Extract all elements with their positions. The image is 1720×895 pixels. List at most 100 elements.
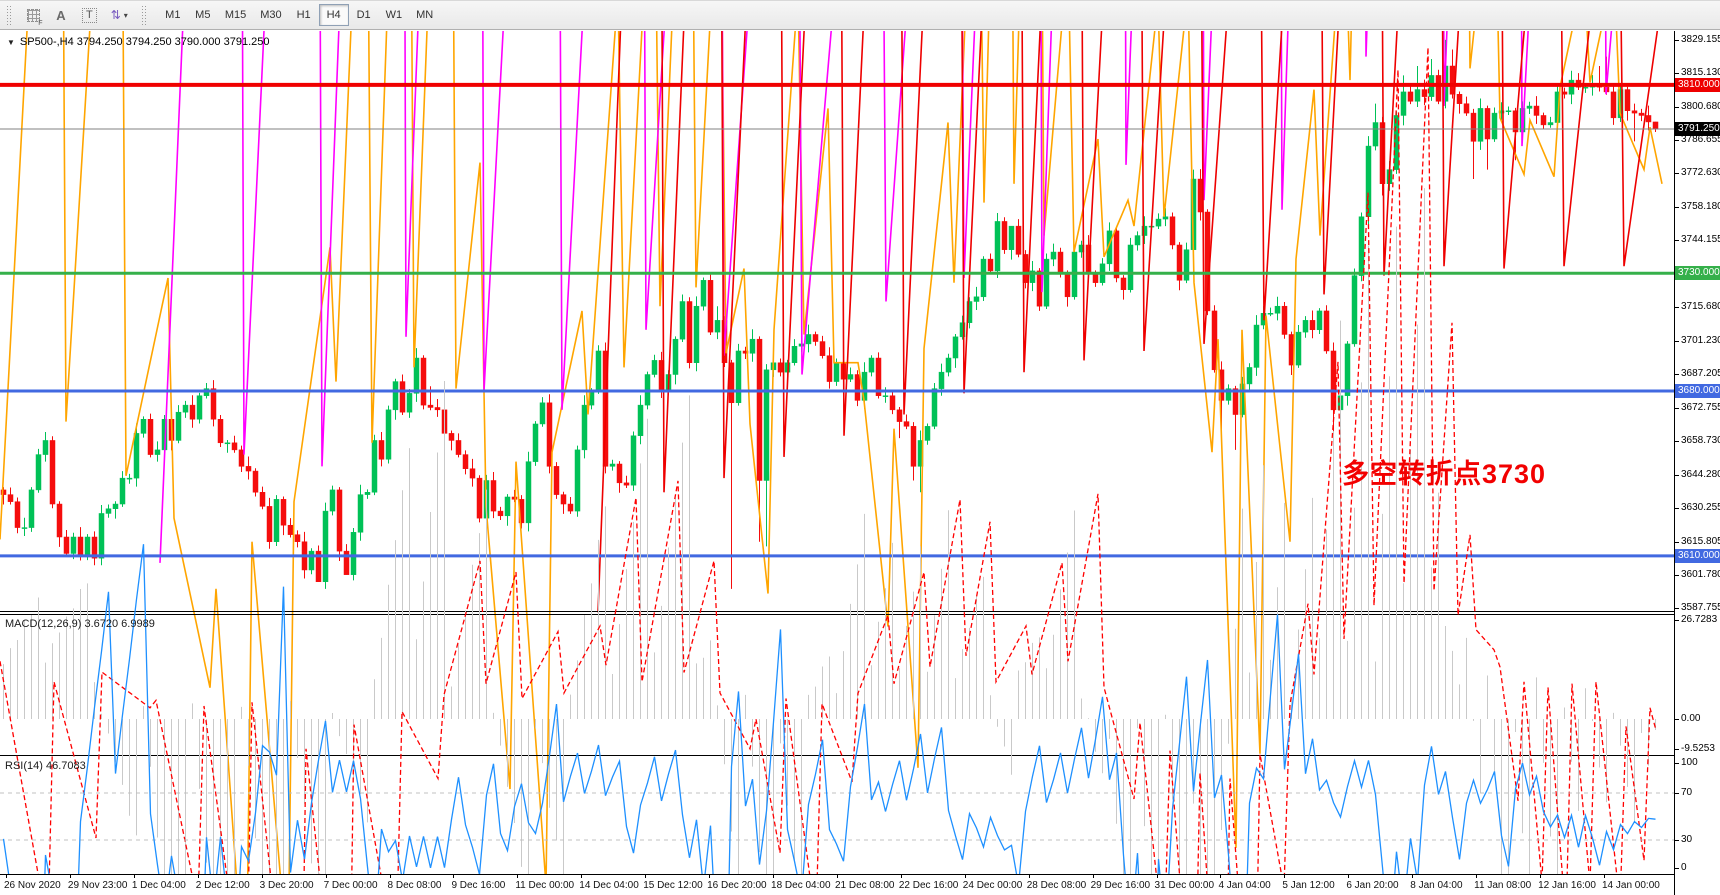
- chart-symbol-title: ▼ SP500-,H4 3794.250 3794.250 3790.000 3…: [7, 36, 269, 48]
- time-label: 22 Dec 16:00: [898, 880, 959, 891]
- macd-tick: -9.5253: [1675, 743, 1720, 755]
- time-label: 18 Dec 04:00: [771, 880, 831, 891]
- time-tick: [1284, 875, 1286, 878]
- price-tick: 3658.730: [1675, 435, 1720, 447]
- price-tick: 3701.230: [1675, 335, 1720, 347]
- price-tick: 3758.180: [1675, 201, 1720, 213]
- price-tick: 3786.655: [1675, 134, 1720, 146]
- price-axis[interactable]: 3829.155 3815.130 3800.680 3786.655 3772.630…: [1674, 31, 1720, 895]
- price-tick: 3587.755: [1675, 602, 1720, 614]
- time-label: 31 Dec 00:00: [1154, 880, 1215, 891]
- arrow-tools-icon: ⇅: [110, 8, 121, 22]
- price-tick: 3615.805: [1675, 536, 1720, 548]
- indicator-grid-button[interactable]: [20, 4, 46, 27]
- collapse-triangle-icon[interactable]: ▼: [7, 37, 15, 47]
- time-tick: [1156, 875, 1158, 878]
- arrow-tools-button[interactable]: ⇅ ▾: [105, 4, 134, 26]
- label-tool-icon: A: [56, 7, 66, 23]
- toolbar-drag-handle[interactable]: [140, 5, 148, 25]
- time-tick: [1348, 875, 1350, 878]
- time-axis[interactable]: 26 Nov 2020 29 Nov 23:00 1 Dec 04:00 2 Dec …: [0, 874, 1674, 895]
- macd-tick: 0.00: [1675, 713, 1720, 725]
- price-tick: 3601.780: [1675, 569, 1720, 581]
- rsi-tick: 30: [1675, 834, 1720, 846]
- timeframe-button-h4[interactable]: H4: [318, 4, 349, 26]
- label-tool-button[interactable]: A: [48, 4, 74, 26]
- price-tick: 3630.255: [1675, 502, 1720, 514]
- chart-area: ▼ SP500-,H4 3794.250 3794.250 3790.000 3…: [0, 31, 1720, 895]
- time-tick: [709, 875, 711, 878]
- time-tick: [1604, 875, 1605, 878]
- chevron-down-icon: ▾: [123, 10, 128, 20]
- time-label: 1 Dec 04:00: [131, 880, 186, 891]
- candlestick-chart-canvas[interactable]: [0, 31, 1674, 895]
- price-tick: 3644.280: [1675, 469, 1720, 481]
- text-tool-button[interactable]: T: [76, 4, 103, 26]
- level-price-badge: 3730.000: [1675, 266, 1720, 281]
- time-tick: [1412, 875, 1414, 878]
- rsi-line: [2, 544, 1656, 895]
- timeframe-button-m15[interactable]: M15: [218, 4, 253, 26]
- timeframe-button-d1[interactable]: D1: [349, 4, 379, 26]
- time-tick: [389, 875, 391, 878]
- timeframe-button-m1[interactable]: M1: [158, 4, 188, 26]
- time-label: 11 Dec 00:00: [515, 880, 575, 891]
- macd-tick: 26.7283: [1675, 614, 1720, 626]
- toolbar-drag-handle[interactable]: [6, 5, 13, 25]
- time-label: 12 Jan 16:00: [1538, 880, 1596, 891]
- time-label: 26 Nov 2020: [4, 880, 61, 891]
- time-tick: [517, 875, 519, 878]
- timeframe-button-m5[interactable]: M5: [188, 4, 218, 26]
- time-tick: [581, 875, 583, 878]
- price-tick: 3800.680: [1675, 101, 1720, 113]
- timeframe-button-h1[interactable]: H1: [289, 4, 319, 26]
- timeframe-toolbar: M1 M5 M15 M30 H1 H4 D1 W1 MN: [158, 4, 440, 26]
- price-tick: 3744.155: [1675, 234, 1720, 246]
- price-tick: 3815.130: [1675, 67, 1720, 79]
- time-label: 8 Dec 08:00: [387, 880, 442, 891]
- timeframe-button-m30[interactable]: M30: [253, 4, 288, 26]
- time-tick: [197, 875, 199, 878]
- time-label: 29 Nov 23:00: [67, 880, 128, 891]
- time-label: 14 Dec 04:00: [579, 880, 639, 891]
- time-label: 5 Jan 12:00: [1282, 880, 1335, 891]
- time-tick: [1540, 875, 1542, 878]
- ma-mid-line: [159, 31, 1613, 563]
- rsi-tick: 100: [1675, 757, 1720, 769]
- time-tick: [900, 875, 902, 878]
- time-label: 4 Jan 04:00: [1218, 880, 1271, 891]
- macd-signal-line: [0, 47, 1657, 895]
- timeframe-button-mn[interactable]: MN: [409, 4, 440, 26]
- rsi-indicator-label: RSI(14) 46.7083: [5, 760, 86, 772]
- time-tick: [453, 875, 455, 878]
- time-label: 24 Dec 00:00: [962, 880, 1023, 891]
- time-tick: [773, 875, 775, 878]
- time-label: 28 Dec 08:00: [1026, 880, 1087, 891]
- price-tick: 3687.205: [1675, 368, 1720, 380]
- level-price-badge: 3680.000: [1675, 383, 1720, 398]
- time-label: 9 Dec 16:00: [451, 880, 506, 891]
- time-label: 21 Dec 08:00: [834, 880, 895, 891]
- time-tick: [6, 875, 7, 878]
- time-label: 14 Jan 00:00: [1602, 880, 1660, 891]
- rsi-tick: 0: [1675, 862, 1720, 874]
- time-label: 8 Jan 04:00: [1410, 880, 1463, 891]
- macd-indicator-label: MACD(12,26,9) 3.6720 6.9989: [5, 618, 155, 630]
- chart-annotation-text: 多空转折点3730: [1342, 459, 1547, 489]
- time-label: 6 Jan 20:00: [1346, 880, 1399, 891]
- time-tick: [836, 875, 838, 878]
- text-tool-icon: T: [82, 7, 97, 23]
- timeframe-button-w1[interactable]: W1: [379, 4, 410, 26]
- time-label: 29 Dec 16:00: [1090, 880, 1151, 891]
- time-tick: [1092, 875, 1094, 878]
- price-tick: 3829.155: [1675, 34, 1720, 46]
- price-tick: 3772.630: [1675, 167, 1720, 179]
- time-label: 2 Dec 12:00: [195, 880, 250, 891]
- time-tick: [964, 875, 966, 878]
- symbol-ohlc-text: SP500-,H4 3794.250 3794.250 3790.000 379…: [19, 36, 270, 48]
- time-tick: [1476, 875, 1478, 878]
- time-tick: [1028, 875, 1030, 878]
- price-tick: 3672.755: [1675, 402, 1720, 414]
